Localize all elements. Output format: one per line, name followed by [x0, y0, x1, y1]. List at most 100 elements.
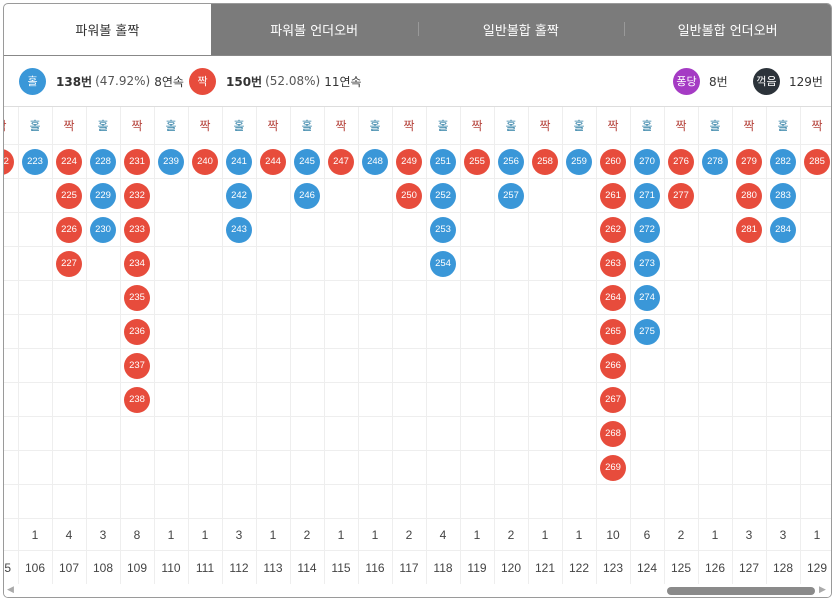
tab-normal-sum-under-over[interactable]: 일반볼합 언더오버 [624, 4, 831, 55]
even-ball: 235 [124, 284, 150, 311]
grid-cell: 242 [222, 179, 256, 213]
round-number: 128 [766, 551, 800, 584]
odd-ball: 252 [430, 182, 456, 209]
column-type-label: 짝 [732, 107, 766, 145]
grid-cell [222, 281, 256, 315]
scroll-left-icon[interactable]: ◀ [7, 585, 14, 595]
grid-cell [426, 315, 460, 349]
grid-cell [86, 451, 120, 485]
grid-cell [528, 213, 562, 247]
tab-powerball-odd-even[interactable]: 파워볼 홀짝 [4, 4, 211, 55]
grid-cell [392, 281, 426, 315]
streak-count: 4 [426, 519, 460, 551]
column-type-label: 홀 [766, 107, 800, 145]
grid-cell [698, 247, 732, 281]
grid-cell: 245 [290, 145, 324, 179]
grid-cell [256, 383, 290, 417]
grid-cell [630, 383, 664, 417]
grid-cell [256, 485, 290, 519]
round-column: 홀 241 242 243 3 112 [222, 107, 257, 584]
grid-cell: 238 [120, 383, 154, 417]
column-type-label: 홀 [494, 107, 528, 145]
grid-cell [290, 349, 324, 383]
grid-cell [664, 281, 698, 315]
round-number: 113 [256, 551, 290, 584]
grid-cell [18, 349, 52, 383]
grid-cell [766, 315, 800, 349]
streak-count: 6 [630, 519, 664, 551]
grid-cell [698, 485, 732, 519]
grid-cell [256, 417, 290, 451]
even-count: 150번 [226, 74, 263, 89]
grid-cell [154, 485, 188, 519]
grid-cell [120, 451, 154, 485]
streak-count: 1 [324, 519, 358, 551]
grid-cell [732, 485, 766, 519]
grid-cell [698, 349, 732, 383]
streak-count: 1 [528, 519, 562, 551]
grid-cell [4, 247, 18, 281]
grid-cell: 226 [52, 213, 86, 247]
grid-cell [800, 179, 831, 213]
grid-cell [562, 451, 596, 485]
grid-cell: 258 [528, 145, 562, 179]
streak-count: 1 [4, 519, 18, 551]
odd-ball: 273 [634, 250, 660, 277]
grid-cell [4, 383, 18, 417]
even-summary: 짝 150번 (52.08%) 11연속 [189, 67, 362, 95]
grid-cell [800, 417, 831, 451]
round-column: 짝 285 1 129 [800, 107, 831, 584]
round-column: 짝 240 1 111 [188, 107, 223, 584]
streak-count: 1 [698, 519, 732, 551]
grid-cell: 256 [494, 145, 528, 179]
round-number: 105 [4, 551, 18, 584]
bounce-count: 8번 [709, 74, 728, 89]
even-ball: 255 [464, 148, 490, 175]
round-column: 짝 244 1 113 [256, 107, 291, 584]
grid-cell: 234 [120, 247, 154, 281]
grid-cell [732, 247, 766, 281]
grid-cell [800, 315, 831, 349]
scroll-right-icon[interactable]: ▶ [819, 585, 826, 595]
grid-cell [698, 451, 732, 485]
grid-cell [528, 281, 562, 315]
grid-cell [562, 485, 596, 519]
grid-cell [290, 247, 324, 281]
grid-cell [460, 315, 494, 349]
grid-cell [528, 349, 562, 383]
grid-cell [562, 213, 596, 247]
grid-cell [4, 281, 18, 315]
grid-cell [18, 179, 52, 213]
grid-cell [154, 417, 188, 451]
streak-count: 10 [596, 519, 630, 551]
grid-cell [630, 451, 664, 485]
scrollbar-thumb[interactable] [667, 587, 815, 595]
tab-normal-sum-odd-even[interactable]: 일반볼합 홀짝 [417, 4, 625, 55]
grid-cell [52, 451, 86, 485]
round-number: 127 [732, 551, 766, 584]
streak-count: 4 [52, 519, 86, 551]
grid-cell [392, 417, 426, 451]
grid-cell [154, 179, 188, 213]
grid-cell: 261 [596, 179, 630, 213]
even-ball: 265 [600, 318, 626, 345]
grid-cell [52, 315, 86, 349]
even-ball: 264 [600, 284, 626, 311]
horizontal-scrollbar[interactable]: ◀ ▶ [4, 584, 831, 597]
grid-cell: 223 [18, 145, 52, 179]
grid-cell [664, 485, 698, 519]
grid-cell [392, 485, 426, 519]
odd-ball: 282 [770, 148, 796, 175]
streak-count: 1 [800, 519, 831, 551]
round-column: 홀 251 252 253 254 4 118 [426, 107, 461, 584]
grid-cell [4, 213, 18, 247]
tab-powerball-under-over[interactable]: 파워볼 언더오버 [270, 24, 359, 39]
grid-cell [256, 179, 290, 213]
grid-cell [426, 281, 460, 315]
even-ball: 227 [56, 250, 82, 277]
column-type-label: 홀 [18, 107, 52, 145]
grid-cell [528, 451, 562, 485]
grid-cell [86, 417, 120, 451]
grid-cell [86, 281, 120, 315]
grid-cell: 265 [596, 315, 630, 349]
